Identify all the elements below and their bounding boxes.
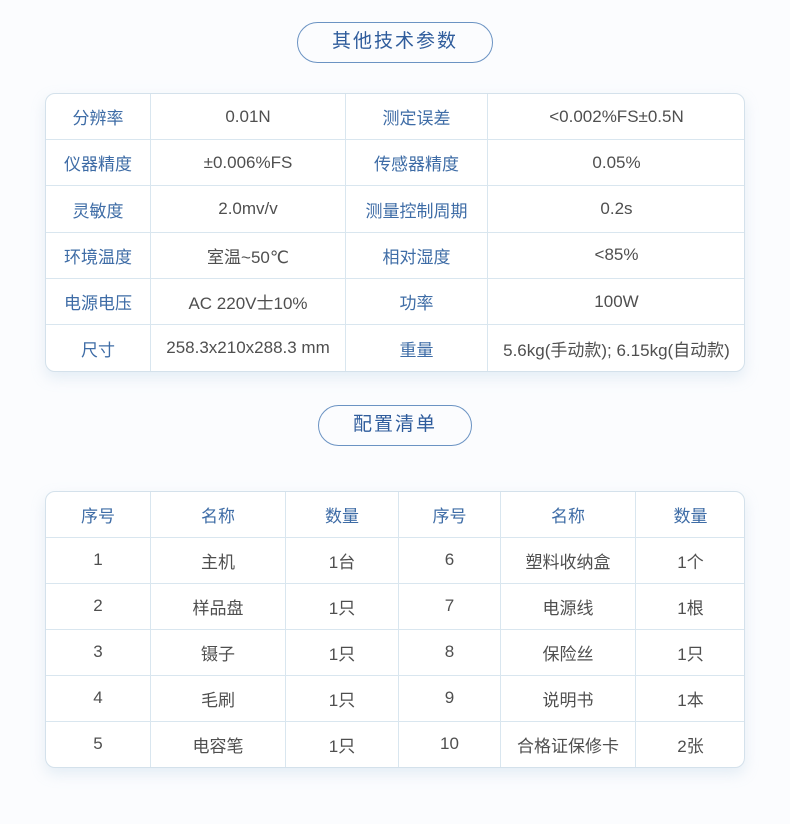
item-no-cell: 2: [46, 582, 151, 630]
section-title-tech-params: 其他技术参数: [296, 22, 493, 63]
spec-value-cell: 2.0mv/v: [150, 185, 346, 233]
item-name-cell: 主机: [150, 536, 286, 584]
item-no-cell: 4: [46, 674, 151, 722]
spec-label-cell: 电源电压: [46, 278, 151, 326]
spec-label-cell: 测量控制周期: [345, 185, 488, 233]
spec-value-cell: 0.05%: [487, 139, 744, 187]
spec-label-cell: 功率: [345, 278, 488, 326]
table-row: 3 镊子 1只 8 保险丝 1只: [46, 628, 744, 676]
spec-label-cell: 传感器精度: [345, 139, 488, 187]
item-qty-cell: 1根: [635, 582, 744, 630]
spec-label-cell: 重量: [345, 324, 488, 371]
spec-value-cell: AC 220V士10%: [150, 278, 346, 326]
item-name-cell: 电容笔: [150, 720, 286, 767]
item-no-cell: 7: [398, 582, 501, 630]
table-row: 尺寸 258.3x210x288.3 mm 重量 5.6kg(手动款); 6.1…: [46, 324, 744, 371]
spec-value-cell: <85%: [487, 231, 744, 280]
item-no-cell: 10: [398, 720, 501, 767]
spec-label-cell: 灵敏度: [46, 185, 151, 233]
section-title-packing-list: 配置清单: [317, 404, 472, 446]
spec-label-cell: 尺寸: [46, 324, 151, 371]
item-no-cell: 9: [398, 674, 501, 722]
column-header-qty: 数量: [635, 491, 744, 538]
table-row: 分辨率 0.01N 测定误差 <0.002%FS±0.5N: [46, 93, 744, 141]
spec-value-cell: 0.01N: [150, 93, 346, 141]
spec-value-cell: 室温~50℃: [150, 231, 346, 280]
item-qty-cell: 1只: [285, 720, 399, 767]
column-header-no: 序号: [398, 491, 501, 538]
item-qty-cell: 1只: [285, 628, 399, 676]
item-no-cell: 6: [398, 536, 501, 584]
spec-value-cell: ±0.006%FS: [150, 139, 346, 187]
spec-value-cell: <0.002%FS±0.5N: [487, 93, 744, 141]
table-row: 环境温度 室温~50℃ 相对湿度 <85%: [46, 231, 744, 280]
spec-value-cell: 5.6kg(手动款); 6.15kg(自动款): [487, 324, 744, 371]
table-row: 5 电容笔 1只 10 合格证保修卡 2张: [46, 720, 744, 767]
column-header-name: 名称: [500, 491, 636, 538]
table-row: 2 样品盘 1只 7 电源线 1根: [46, 582, 744, 630]
table-row: 电源电压 AC 220V士10% 功率 100W: [46, 278, 744, 326]
item-name-cell: 样品盘: [150, 582, 286, 630]
item-name-cell: 电源线: [500, 582, 636, 630]
item-qty-cell: 1只: [635, 628, 744, 676]
packing-list-table: 序号 名称 数量 序号 名称 数量 1 主机 1台 6 塑料收纳盒 1个: [45, 490, 745, 768]
table-row: 仪器精度 ±0.006%FS 传感器精度 0.05%: [46, 139, 744, 187]
item-qty-cell: 2张: [635, 720, 744, 767]
item-qty-cell: 1台: [285, 536, 399, 584]
item-name-cell: 塑料收纳盒: [500, 536, 636, 584]
item-name-cell: 合格证保修卡: [500, 720, 636, 767]
spec-label-cell: 仪器精度: [46, 139, 151, 187]
item-name-cell: 说明书: [500, 674, 636, 722]
column-header-no: 序号: [46, 491, 151, 538]
item-qty-cell: 1本: [635, 674, 744, 722]
table-row: 灵敏度 2.0mv/v 测量控制周期 0.2s: [46, 185, 744, 233]
item-qty-cell: 1个: [635, 536, 744, 584]
item-no-cell: 5: [46, 720, 151, 767]
spec-label-cell: 分辨率: [46, 93, 151, 141]
spec-value-cell: 258.3x210x288.3 mm: [150, 324, 346, 371]
tech-params-table: 分辨率 0.01N 测定误差 <0.002%FS±0.5N 仪器精度 ±0.00…: [45, 92, 745, 372]
table-header-row: 序号 名称 数量 序号 名称 数量: [46, 491, 744, 538]
item-no-cell: 1: [46, 536, 151, 584]
item-name-cell: 保险丝: [500, 628, 636, 676]
table-row: 1 主机 1台 6 塑料收纳盒 1个: [46, 536, 744, 584]
item-no-cell: 3: [46, 628, 151, 676]
item-name-cell: 镊子: [150, 628, 286, 676]
column-header-name: 名称: [150, 491, 286, 538]
spec-value-cell: 0.2s: [487, 185, 744, 233]
item-qty-cell: 1只: [285, 674, 399, 722]
spec-value-cell: 100W: [487, 278, 744, 326]
item-name-cell: 毛刷: [150, 674, 286, 722]
item-no-cell: 8: [398, 628, 501, 676]
spec-label-cell: 相对湿度: [345, 231, 488, 280]
item-qty-cell: 1只: [285, 582, 399, 630]
spec-label-cell: 环境温度: [46, 231, 151, 280]
table-row: 4 毛刷 1只 9 说明书 1本: [46, 674, 744, 722]
spec-label-cell: 测定误差: [345, 93, 488, 141]
column-header-qty: 数量: [285, 491, 399, 538]
